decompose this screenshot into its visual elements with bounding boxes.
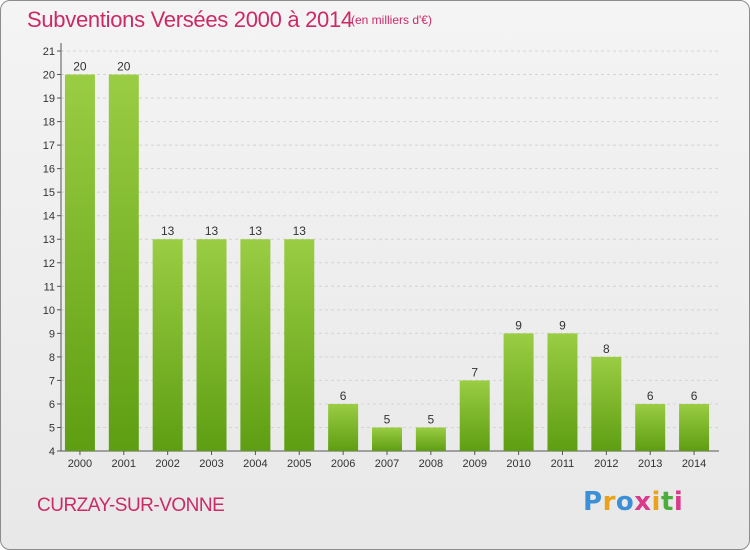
logo-letter: i	[651, 487, 661, 517]
y-tick-label: 9	[49, 328, 55, 340]
bar	[635, 403, 666, 451]
y-tick-label: 11	[44, 281, 55, 293]
data-label: 6	[691, 389, 698, 403]
y-tick-label: 13	[43, 234, 55, 246]
bar	[459, 380, 490, 451]
x-tick-label: 2004	[243, 458, 267, 470]
bar	[415, 427, 446, 451]
data-label: 13	[249, 224, 263, 238]
bar	[64, 74, 95, 451]
y-tick-label: 15	[43, 187, 55, 199]
data-label: 5	[384, 412, 391, 426]
y-tick-label: 4	[49, 446, 55, 458]
data-label: 13	[293, 224, 307, 238]
x-tick-label: 2005	[287, 458, 311, 470]
data-label: 9	[515, 318, 522, 332]
commune-name: CURZAY-SUR-VONNE	[37, 495, 225, 516]
x-tick-label: 2011	[551, 458, 575, 470]
data-label: 6	[340, 389, 347, 403]
x-tick-label: 2014	[682, 458, 706, 470]
bar	[679, 403, 710, 451]
y-tick-label: 20	[43, 70, 55, 82]
x-tick-label: 2008	[419, 458, 443, 470]
logo-letter: x	[634, 487, 652, 517]
data-label: 5	[428, 412, 435, 426]
logo-letter: i	[673, 487, 684, 517]
bar	[372, 427, 402, 451]
x-tick-label: 2006	[331, 458, 355, 470]
chart-subtitle: (en milliers d'€)	[351, 13, 432, 27]
bar	[328, 403, 359, 451]
chart-title: Subventions Versées 2000 à 2014	[27, 7, 353, 32]
y-tick-label: 8	[49, 352, 55, 364]
data-label: 6	[647, 389, 654, 403]
y-tick-label: 18	[43, 117, 55, 129]
y-tick-label: 5	[49, 422, 55, 434]
data-label: 20	[73, 60, 87, 74]
y-tick-label: 19	[43, 93, 55, 105]
x-tick-label: 2003	[199, 458, 223, 470]
y-tick-label: 7	[49, 375, 55, 387]
x-tick-label: 2009	[462, 458, 486, 470]
x-tick-label: 2010	[506, 458, 530, 470]
logo-letter: t	[660, 487, 674, 517]
y-tick-label: 21	[43, 46, 55, 58]
proxiti-logo: Proxiti	[583, 487, 683, 517]
bar	[108, 74, 139, 451]
x-tick-label: 2001	[112, 458, 136, 470]
x-tick-label: 2007	[375, 458, 399, 470]
x-tick-label: 2012	[594, 458, 618, 470]
data-label: 8	[603, 342, 610, 356]
y-tick-label: 17	[43, 140, 55, 152]
data-label: 13	[161, 224, 175, 238]
bar	[284, 239, 315, 451]
y-tick-label: 16	[43, 164, 55, 176]
logo-letter: o	[615, 487, 635, 517]
logo-letter: r	[602, 487, 616, 517]
y-tick-label: 12	[43, 258, 55, 270]
bar	[547, 333, 578, 451]
logo-letter: P	[583, 487, 603, 517]
bar	[503, 333, 534, 451]
data-label: 20	[117, 60, 131, 74]
x-tick-label: 2013	[638, 458, 662, 470]
y-tick-label: 14	[43, 211, 55, 223]
y-tick-label: 6	[49, 399, 55, 411]
x-tick-label: 2000	[68, 458, 92, 470]
x-tick-label: 2002	[155, 458, 179, 470]
bar	[240, 239, 271, 451]
bar	[196, 239, 227, 451]
data-label: 9	[559, 318, 566, 332]
y-tick-label: 10	[43, 305, 55, 317]
data-label: 7	[471, 365, 478, 379]
data-label: 13	[205, 224, 219, 238]
bar	[591, 356, 622, 451]
bar	[152, 239, 183, 451]
